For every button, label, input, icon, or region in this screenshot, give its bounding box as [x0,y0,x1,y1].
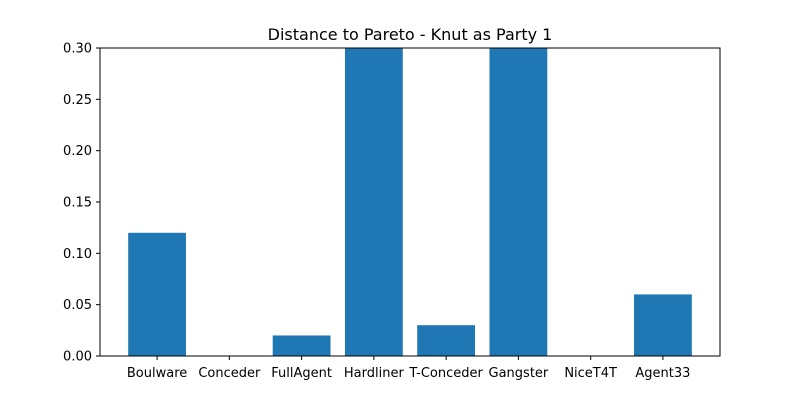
y-tick-label: 0.00 [63,350,92,365]
x-tick-label: Agent33 [635,366,690,381]
bar-fullagent [272,335,331,356]
y-tick-label: 0.20 [63,144,92,159]
y-tick-label: 0.15 [63,196,92,211]
plot-frame [99,47,721,357]
bar-gangster [489,48,548,356]
x-tick-label: Hardliner [344,366,405,381]
y-tick-label: 0.10 [63,247,92,262]
chart-title: Distance to Pareto - Knut as Party 1 [268,25,553,44]
x-axis: Boulware Conceder FullAgent Hardliner T-Conc… [127,356,690,381]
bar-boulware [128,232,186,356]
y-axis: 0.00 0.05 0.10 0.15 0.20 0.25 0.30 [63,42,100,365]
x-tick-label: T-Conceder [408,366,483,381]
y-tick-label: 0.30 [63,42,92,57]
bar-t-conceder [417,325,476,356]
x-tick-label: Conceder [198,366,261,381]
x-tick-label: NiceT4T [564,366,617,381]
y-tick-label: 0.05 [63,298,92,313]
x-tick-label: Boulware [127,366,187,381]
bars-layer [128,48,692,356]
x-tick-label: Gangster [489,366,549,381]
bar-agent33 [634,294,692,356]
bar-hardliner [344,48,403,356]
x-tick-label: FullAgent [271,366,332,381]
y-tick-label: 0.25 [63,93,92,108]
